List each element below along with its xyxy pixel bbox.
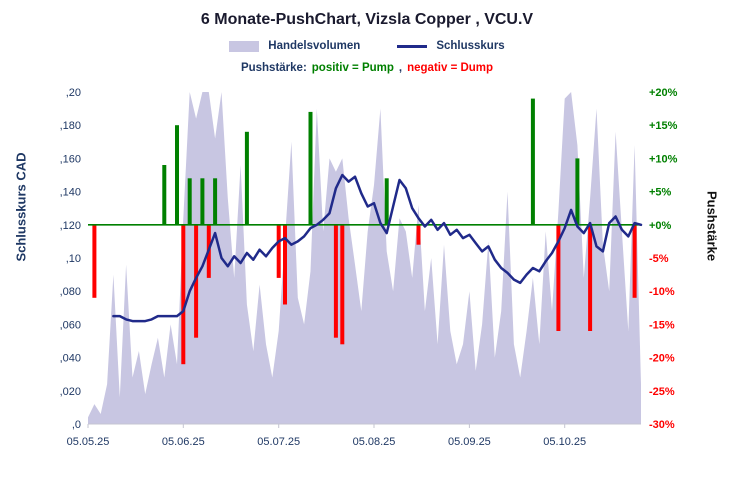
pump-bar: [575, 158, 580, 225]
right-axis-tick-label: +15%: [649, 120, 678, 132]
legend-series: Handelsvolumen Schlusskurs: [0, 40, 734, 52]
push-legend-positive: positiv = Pump: [311, 62, 394, 74]
x-axis-tick-label: 05.09.25: [448, 436, 491, 448]
right-axis-tick-label: +10%: [649, 153, 678, 165]
dump-bar: [92, 224, 97, 298]
left-axis-tick-label: ,180: [60, 120, 81, 132]
x-axis-tick-label: 05.05.25: [67, 436, 110, 448]
dump-bar: [556, 224, 561, 331]
pump-bar: [244, 131, 249, 225]
push-legend-prefix: Pushstärke:: [240, 62, 307, 74]
volume-area: [88, 92, 641, 424]
x-axis-tick-label: 05.06.25: [162, 436, 205, 448]
left-axis-tick-label: ,080: [60, 286, 81, 298]
left-axis-tick-label: ,040: [60, 353, 81, 365]
x-axis-tick-label: 05.10.25: [543, 436, 586, 448]
left-axis-tick-label: ,20: [66, 87, 81, 99]
pump-bar: [384, 178, 389, 225]
left-axis-tick-label: ,160: [60, 153, 81, 165]
push-legend-negative: negativ = Dump: [407, 62, 494, 74]
volume-swatch-icon: [229, 40, 260, 52]
left-axis-tick-label: ,120: [60, 220, 81, 232]
pump-bar: [187, 178, 192, 225]
close-line-swatch-icon: [397, 44, 428, 48]
pump-bar: [175, 125, 179, 225]
right-axis-tick-label: -30%: [649, 419, 675, 431]
legend-push: Pushstärke: positiv = Pump , negativ = D…: [0, 62, 734, 74]
x-axis-tick-label: 05.08.25: [353, 436, 396, 448]
dump-bar: [632, 224, 637, 298]
left-axis-tick-label: ,020: [60, 386, 81, 398]
chart-title: 6 Monate-PushChart, Vizsla Copper , VCU.…: [200, 11, 534, 28]
right-axis-tick-label: -10%: [649, 286, 675, 298]
dump-bar: [416, 224, 421, 245]
close-price-line: [112, 173, 643, 323]
right-axis-tick-label: -15%: [649, 319, 675, 331]
right-axis-tick-label: +20%: [649, 87, 678, 99]
volume-legend-label: Handelsvolumen: [268, 40, 361, 52]
right-axis-tick-label: +0%: [649, 220, 672, 232]
right-axis-tick-label: +5%: [649, 187, 672, 199]
left-axis-tick-label: ,10: [66, 253, 81, 265]
dump-bar: [181, 224, 186, 365]
dump-bar: [283, 224, 287, 305]
right-axis-tick-label: -5%: [649, 253, 669, 265]
x-axis-tick-label: 05.07.25: [257, 436, 300, 448]
right-axis-tick-label: -20%: [649, 353, 675, 365]
dump-bar: [588, 224, 593, 331]
close-legend-label: Schlusskurs: [436, 40, 505, 52]
pump-bar: [200, 178, 205, 225]
pump-bar: [213, 178, 218, 225]
left-axis-tick-label: ,0: [72, 419, 81, 431]
pump-bar: [308, 111, 313, 225]
dump-bar: [194, 224, 199, 338]
left-axis-tick-label: ,140: [60, 187, 81, 199]
push-legend-separator: ,: [398, 62, 403, 74]
dump-bar: [333, 224, 338, 338]
left-axis-tick-label: ,060: [60, 319, 81, 331]
pump-bar: [162, 165, 167, 225]
dump-bar: [340, 224, 345, 345]
right-axis-tick-label: -25%: [649, 386, 675, 398]
dump-bar: [276, 224, 281, 278]
pump-bar: [530, 98, 535, 225]
